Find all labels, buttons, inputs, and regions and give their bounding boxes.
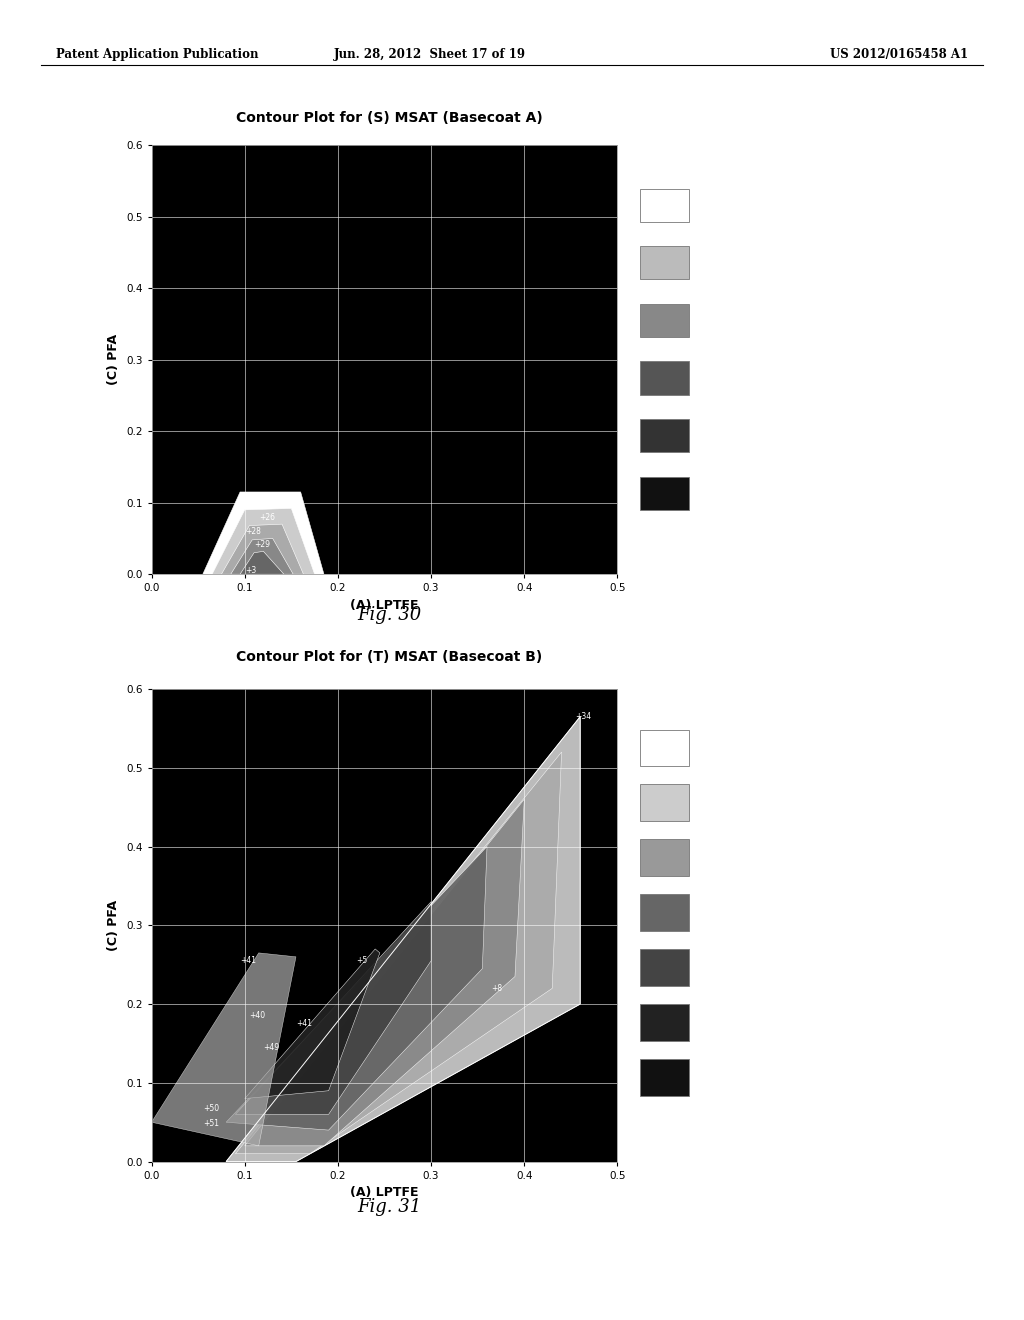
Polygon shape bbox=[221, 524, 303, 574]
Polygon shape bbox=[226, 717, 581, 1162]
Polygon shape bbox=[236, 752, 561, 1154]
Text: +51: +51 bbox=[203, 1119, 219, 1129]
Bar bbox=[640, 420, 688, 453]
Text: +41: +41 bbox=[240, 956, 256, 965]
Text: +26: +26 bbox=[259, 512, 274, 521]
Bar bbox=[640, 477, 688, 510]
Polygon shape bbox=[245, 949, 380, 1098]
Polygon shape bbox=[236, 902, 431, 1114]
Text: > 5.500: > 5.500 bbox=[701, 1068, 745, 1078]
Text: +3: +3 bbox=[245, 566, 256, 576]
Text: <= 5.500: <= 5.500 bbox=[701, 1014, 752, 1023]
Text: Fig. 31: Fig. 31 bbox=[357, 1197, 421, 1216]
Bar bbox=[640, 189, 688, 222]
Text: <= 7.000: <= 7.000 bbox=[701, 370, 752, 380]
Polygon shape bbox=[203, 492, 324, 574]
Text: Fig. 30: Fig. 30 bbox=[357, 606, 421, 624]
Bar bbox=[640, 246, 688, 280]
Text: US 2012/0165458 A1: US 2012/0165458 A1 bbox=[829, 48, 968, 61]
Bar bbox=[640, 362, 688, 395]
Y-axis label: (C) PFA: (C) PFA bbox=[108, 900, 121, 950]
Bar bbox=[640, 949, 688, 986]
Text: +41: +41 bbox=[296, 1019, 312, 1028]
Text: +5: +5 bbox=[356, 956, 368, 965]
Text: (T) MSAT Base B: (T) MSAT Base B bbox=[640, 690, 734, 701]
Polygon shape bbox=[230, 539, 293, 574]
Text: <= 6.000: <= 6.000 bbox=[701, 255, 752, 264]
Text: Contour Plot for (T) MSAT (Basecoat B): Contour Plot for (T) MSAT (Basecoat B) bbox=[236, 649, 543, 664]
Bar bbox=[640, 894, 688, 931]
Text: Jun. 28, 2012  Sheet 17 of 19: Jun. 28, 2012 Sheet 17 of 19 bbox=[334, 48, 526, 61]
Text: <= 6.500: <= 6.500 bbox=[701, 312, 752, 322]
Text: (S) MSAT Base A: (S) MSAT Base A bbox=[640, 150, 734, 161]
Text: <= 3.500: <= 3.500 bbox=[701, 795, 752, 804]
Bar bbox=[640, 1003, 688, 1040]
Polygon shape bbox=[152, 953, 296, 1146]
X-axis label: (A) LPTFE: (A) LPTFE bbox=[350, 1187, 419, 1199]
Text: +34: +34 bbox=[575, 711, 592, 721]
Polygon shape bbox=[212, 508, 314, 574]
Text: <= 7.500: <= 7.500 bbox=[701, 428, 752, 437]
Bar bbox=[640, 840, 688, 876]
Text: Contour Plot for (S) MSAT (Basecoat A): Contour Plot for (S) MSAT (Basecoat A) bbox=[236, 111, 543, 125]
Text: +8: +8 bbox=[492, 983, 503, 993]
X-axis label: (A) LPTFE: (A) LPTFE bbox=[350, 599, 419, 611]
Text: +10: +10 bbox=[278, 492, 293, 502]
Text: <= 5.000: <= 5.000 bbox=[701, 958, 752, 969]
Polygon shape bbox=[245, 800, 524, 1146]
Text: <= 5.500: <= 5.500 bbox=[701, 197, 752, 207]
Text: +49: +49 bbox=[263, 1043, 280, 1052]
Text: +29: +29 bbox=[254, 540, 270, 549]
Text: +40: +40 bbox=[250, 1011, 265, 1020]
Y-axis label: (C) PFA: (C) PFA bbox=[108, 334, 121, 385]
Polygon shape bbox=[226, 846, 487, 1130]
Text: <= 4.500: <= 4.500 bbox=[701, 904, 752, 913]
Text: +28: +28 bbox=[245, 527, 261, 536]
Text: > 7.500: > 7.500 bbox=[701, 486, 745, 495]
Bar bbox=[640, 784, 688, 821]
Text: <= 4.000: <= 4.000 bbox=[701, 849, 752, 859]
Text: +50: +50 bbox=[203, 1104, 219, 1113]
Bar bbox=[640, 304, 688, 337]
Bar bbox=[640, 1059, 688, 1096]
Polygon shape bbox=[240, 552, 284, 574]
Text: Patent Application Publication: Patent Application Publication bbox=[56, 48, 259, 61]
Bar bbox=[640, 730, 688, 767]
Text: <= 3.000: <= 3.000 bbox=[701, 739, 752, 750]
